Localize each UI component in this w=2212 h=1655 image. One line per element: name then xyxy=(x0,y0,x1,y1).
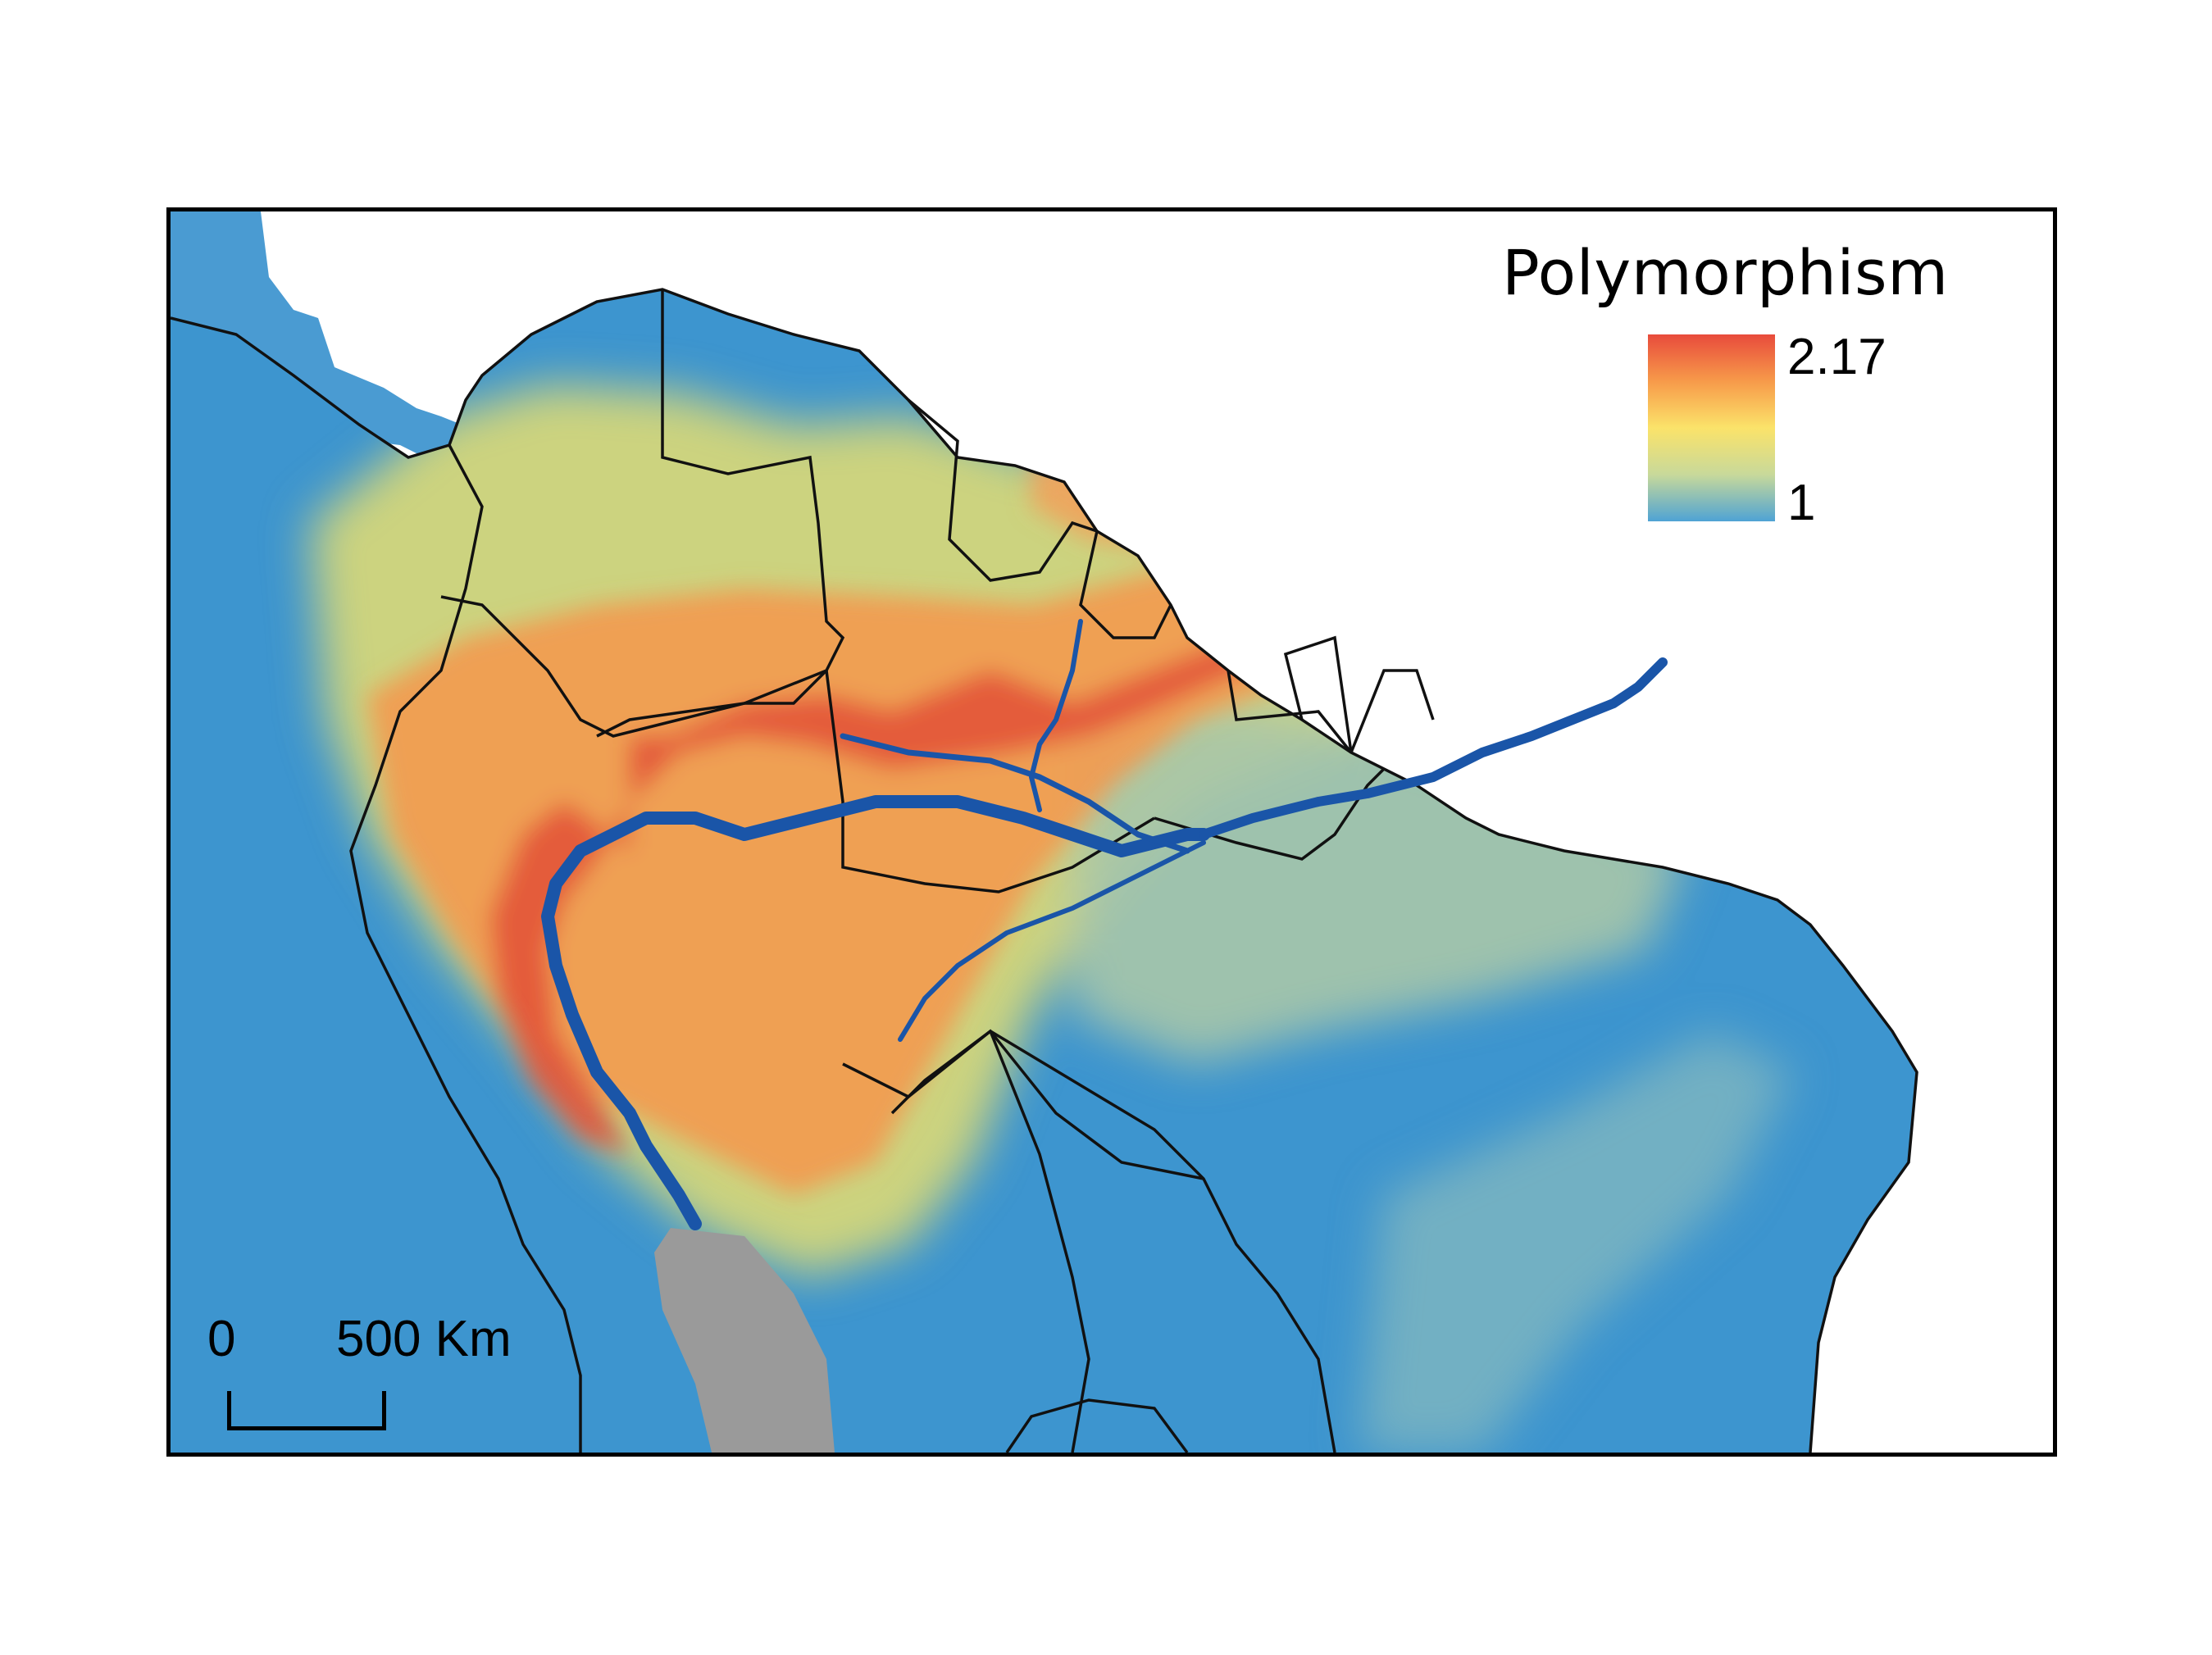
river-rio-negro xyxy=(840,733,1190,854)
river-madeira xyxy=(898,840,1206,1042)
central-america-land xyxy=(171,211,466,457)
andes-grey-area xyxy=(654,1228,835,1453)
map-canvas xyxy=(171,211,1918,1453)
river-rio-branco xyxy=(1029,619,1083,812)
legend-max-label: 2.17 xyxy=(1787,329,1887,385)
river-main-lower xyxy=(1199,657,1668,839)
scale-bar xyxy=(227,1391,386,1430)
land-mid-south xyxy=(1359,1031,1794,1453)
river-main-upper xyxy=(541,795,1210,1230)
country-borders xyxy=(171,288,1918,1453)
scale-bar-distance-label: 500 Km xyxy=(336,1311,512,1367)
scale-bar-zero-label: 0 xyxy=(207,1311,236,1367)
legend-color-bar xyxy=(1648,334,1775,521)
legend-title: Polymorphism xyxy=(1502,236,1949,309)
land-warm-region xyxy=(367,539,1482,1195)
river-network xyxy=(541,619,1668,1230)
legend-min-label: 1 xyxy=(1787,475,1816,531)
